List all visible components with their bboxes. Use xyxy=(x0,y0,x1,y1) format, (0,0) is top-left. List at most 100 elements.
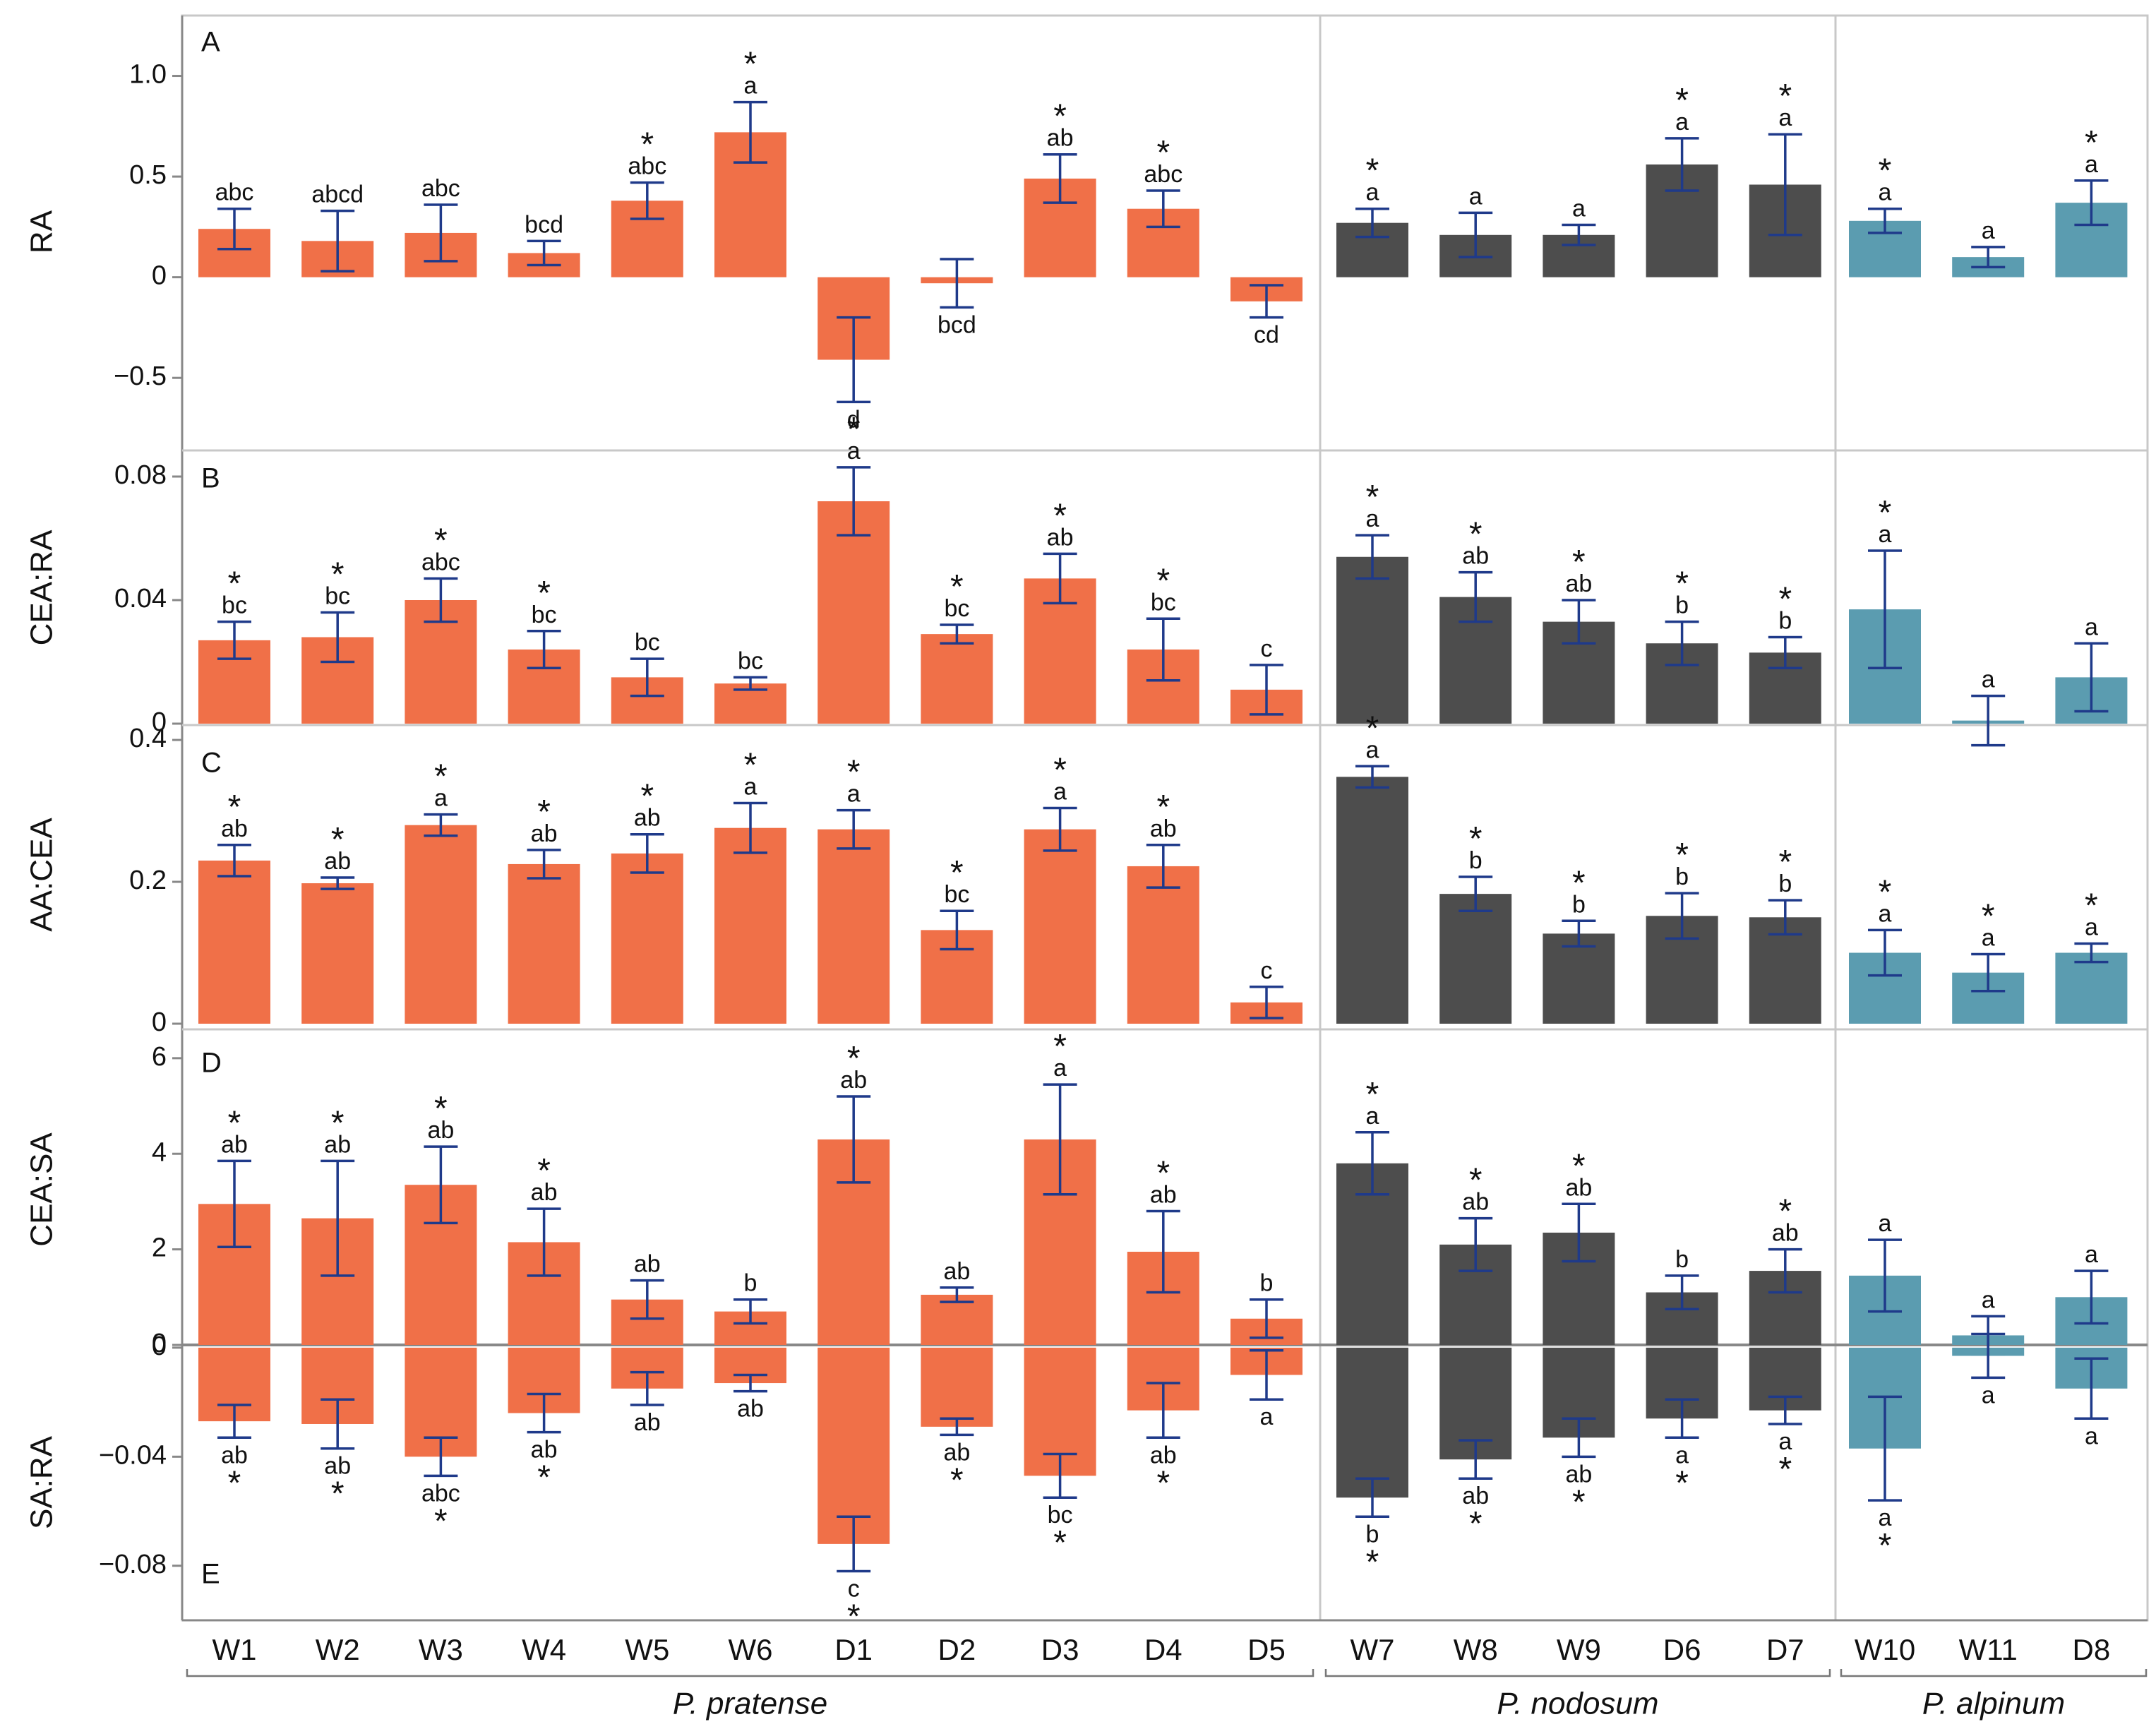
sig-letter-C-W1: ab xyxy=(221,815,248,842)
sig-letter-C-D7: b xyxy=(1778,871,1792,897)
species-bracket-1 xyxy=(186,1669,1314,1677)
sig-letter-B-D2: bc xyxy=(944,595,969,622)
sig-letter-C-D6: b xyxy=(1675,863,1689,890)
sig-letter-D-W9: ab xyxy=(1565,1174,1592,1201)
sig-letter-C-W2: ab xyxy=(324,848,351,875)
sig-letter-A-D4: abc xyxy=(1144,161,1182,188)
sig-letter-A-D1: d xyxy=(847,406,861,433)
panel-letter-B: B xyxy=(201,463,220,494)
bar-C-D3 xyxy=(1024,829,1096,1024)
sig-letter-B-W4: bc xyxy=(532,602,557,628)
sig-star-C-D1: * xyxy=(847,754,861,791)
y-tick-label-D: 2 xyxy=(152,1233,167,1263)
sig-letter-A-W8: a xyxy=(1469,183,1483,210)
sig-star-B-D1: * xyxy=(847,411,861,448)
sig-letter-D-W6: b xyxy=(744,1270,757,1297)
bar-B-W7 xyxy=(1336,556,1408,724)
sig-star-D-W4: * xyxy=(537,1152,551,1190)
sig-star-B-W7: * xyxy=(1366,479,1379,516)
sig-star-A-D4: * xyxy=(1156,134,1170,172)
sig-star-D-W1: * xyxy=(228,1104,241,1142)
x-tick-label-W5: W5 xyxy=(625,1633,669,1666)
sig-letter-E-W7: b xyxy=(1366,1521,1379,1548)
bar-C-W1 xyxy=(198,860,270,1024)
sig-star-A-D7: * xyxy=(1778,78,1792,115)
sig-letter-D-D2: ab xyxy=(943,1258,970,1285)
sig-star-C-W6: * xyxy=(744,747,757,784)
x-tick-label-W10: W10 xyxy=(1855,1633,1915,1666)
sig-letter-B-W1: bc xyxy=(222,592,247,619)
sig-letter-B-D5: c xyxy=(1261,635,1273,662)
sig-letter-B-W3: abc xyxy=(421,549,460,575)
sig-letter-B-W11: a xyxy=(1982,666,1995,693)
y-tick-label-A: −0.5 xyxy=(114,361,167,391)
sig-star-C-W3: * xyxy=(434,758,448,796)
sig-letter-D-D4: ab xyxy=(1150,1181,1177,1208)
sig-star-C-W10: * xyxy=(1879,873,1892,911)
sig-letter-C-W10: a xyxy=(1879,900,1892,927)
x-tick-label-D5: D5 xyxy=(1247,1633,1286,1666)
sig-letter-A-W1: abc xyxy=(215,179,254,206)
y-tick-label-D: 6 xyxy=(152,1042,167,1072)
sig-star-C-D8: * xyxy=(2085,887,2098,924)
x-tick-label-W3: W3 xyxy=(419,1633,463,1666)
panel-letter-E: E xyxy=(201,1559,220,1590)
sig-star-E-W3: * xyxy=(434,1502,448,1540)
sig-letter-E-D1: c xyxy=(848,1575,860,1602)
x-tick-label-D8: D8 xyxy=(2073,1633,2111,1666)
sig-letter-A-D3: ab xyxy=(1047,125,1074,152)
sig-star-B-D6: * xyxy=(1675,566,1689,603)
y-axis-label-E: SA:RA xyxy=(25,1435,59,1529)
sig-letter-B-W10: a xyxy=(1879,521,1892,548)
sig-letter-C-D5: c xyxy=(1261,957,1273,984)
sig-star-D-W9: * xyxy=(1572,1147,1586,1185)
sig-star-E-W8: * xyxy=(1469,1505,1483,1543)
sig-letter-E-D6: a xyxy=(1675,1442,1689,1468)
x-tick-label-D1: D1 xyxy=(834,1633,873,1666)
x-tick-label-D7: D7 xyxy=(1766,1633,1804,1666)
sig-letter-D-D1: ab xyxy=(840,1067,867,1094)
sig-star-C-W5: * xyxy=(640,778,654,815)
sig-star-E-W7: * xyxy=(1366,1543,1379,1581)
x-tick-label-W6: W6 xyxy=(729,1633,773,1666)
x-tick-label-W7: W7 xyxy=(1351,1633,1395,1666)
bar-C-W3 xyxy=(405,825,477,1024)
x-tick-label-W2: W2 xyxy=(316,1633,360,1666)
sig-star-A-D8: * xyxy=(2085,124,2098,162)
sig-letter-D-D7: ab xyxy=(1772,1220,1799,1247)
sig-letter-C-W5: ab xyxy=(634,805,661,832)
sig-star-C-W9: * xyxy=(1572,864,1586,902)
sig-star-D-D7: * xyxy=(1778,1193,1792,1231)
y-tick-label-A: 0 xyxy=(152,261,167,291)
sig-letter-D-W3: ab xyxy=(427,1117,454,1144)
sig-star-A-D6: * xyxy=(1675,82,1689,119)
sig-letter-D-D3: a xyxy=(1053,1055,1067,1082)
sig-star-C-D7: * xyxy=(1778,844,1792,881)
y-axis-label-D: CEA:SA xyxy=(25,1132,59,1247)
bar-C-W4 xyxy=(508,863,580,1024)
y-tick-label-E: 0 xyxy=(152,1332,167,1361)
bar-B-D1 xyxy=(818,501,890,724)
sig-letter-B-D6: b xyxy=(1675,592,1689,619)
sig-letter-B-W7: a xyxy=(1366,505,1379,532)
sig-star-B-W4: * xyxy=(537,575,551,612)
sig-letter-B-W5: bc xyxy=(635,629,660,656)
sig-star-E-D2: * xyxy=(950,1461,964,1499)
sig-star-B-D2: * xyxy=(950,568,964,606)
sig-letter-B-D1: a xyxy=(847,438,861,465)
panel-letter-C: C xyxy=(201,748,222,779)
y-tick-label-E: −0.04 xyxy=(99,1440,167,1470)
sig-star-E-W4: * xyxy=(537,1459,551,1497)
sig-letter-D-D6: b xyxy=(1675,1246,1689,1273)
sig-letter-A-W2: abcd xyxy=(311,181,364,208)
sig-letter-A-W10: a xyxy=(1879,179,1892,206)
sig-star-D-D4: * xyxy=(1156,1154,1170,1192)
bar-C-D8 xyxy=(2055,952,2128,1024)
sig-letter-D-W11: a xyxy=(1982,1286,1995,1313)
sig-letter-E-D5: a xyxy=(1260,1404,1274,1430)
sig-star-C-W8: * xyxy=(1469,820,1483,858)
sig-star-B-W9: * xyxy=(1572,544,1586,581)
sig-star-E-W1: * xyxy=(228,1464,241,1502)
panel-letter-A: A xyxy=(201,27,220,58)
y-axis-label-C: AA:CEA xyxy=(25,818,59,932)
